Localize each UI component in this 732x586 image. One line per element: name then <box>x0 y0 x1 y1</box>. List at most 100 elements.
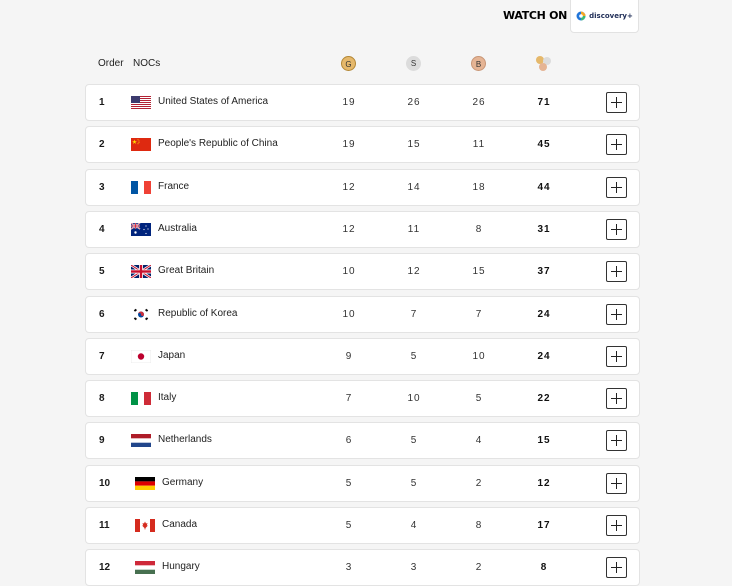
total-count: 24 <box>537 351 551 362</box>
total-count: 22 <box>537 393 551 404</box>
gold-count: 5 <box>345 478 353 489</box>
noc-name[interactable]: Italy <box>158 392 177 403</box>
gold-count: 6 <box>345 435 353 446</box>
discovery-plus-button[interactable]: discovery+ <box>570 0 639 33</box>
bronze-count: 7 <box>475 309 483 320</box>
table-row[interactable]: 9 Netherlands 6 5 4 15 <box>85 422 640 459</box>
table-row[interactable]: 10 Germany 5 5 2 12 <box>85 465 640 502</box>
great-britain-flag-icon <box>130 263 152 280</box>
rank-cell: 2 <box>99 139 105 150</box>
total-count: 17 <box>537 520 551 531</box>
expand-row-button[interactable] <box>606 177 627 198</box>
table-row[interactable]: 3 France 12 14 18 44 <box>85 169 640 206</box>
bronze-count: 18 <box>472 182 486 193</box>
table-row[interactable]: 11 Canada 5 4 8 17 <box>85 507 640 544</box>
silver-count: 11 <box>407 224 421 235</box>
nocs-column-header[interactable]: NOCs <box>133 58 161 69</box>
france-flag-icon <box>131 181 151 194</box>
total-medals-icon[interactable] <box>536 56 554 72</box>
table-header: Order NOCs G S B <box>0 55 732 75</box>
rank-cell: 1 <box>99 97 105 108</box>
silver-count: 10 <box>407 393 421 404</box>
total-count: 24 <box>537 309 551 320</box>
gold-count: 5 <box>345 520 353 531</box>
expand-row-button[interactable] <box>606 388 627 409</box>
bronze-count: 26 <box>472 97 486 108</box>
italy-flag-icon <box>131 392 151 405</box>
expand-row-button[interactable] <box>606 515 627 536</box>
table-row[interactable]: 2 People's Republic of China 19 15 11 45 <box>85 126 640 163</box>
rank-cell: 7 <box>99 351 105 362</box>
order-column-header[interactable]: Order <box>98 58 124 69</box>
silver-count: 26 <box>407 97 421 108</box>
table-row[interactable]: 12 Hungary 3 3 2 8 <box>85 549 640 586</box>
gold-medal-icon[interactable]: G <box>341 56 356 71</box>
expand-row-button[interactable] <box>606 92 627 113</box>
table-row[interactable]: 7 Japan 9 5 10 24 <box>85 338 640 375</box>
bronze-count: 2 <box>475 478 483 489</box>
expand-row-button[interactable] <box>606 134 627 155</box>
noc-name[interactable]: France <box>158 181 190 192</box>
table-row[interactable]: 6 Republic of Korea 10 7 7 24 <box>85 296 640 333</box>
expand-row-button[interactable] <box>606 261 627 282</box>
korea-flag-icon <box>131 308 151 321</box>
expand-row-button[interactable] <box>606 473 627 494</box>
table-row[interactable]: 8 Italy 7 10 5 22 <box>85 380 640 417</box>
rank-cell: 6 <box>99 309 105 320</box>
silver-count: 5 <box>410 435 418 446</box>
noc-name[interactable]: Netherlands <box>158 434 212 445</box>
noc-name[interactable]: People's Republic of China <box>158 138 278 149</box>
gold-count: 12 <box>342 182 356 193</box>
bronze-count: 8 <box>475 520 483 531</box>
silver-count: 15 <box>407 139 421 150</box>
noc-name[interactable]: Australia <box>158 223 197 234</box>
expand-row-button[interactable] <box>606 219 627 240</box>
total-count: 15 <box>537 435 551 446</box>
total-count: 31 <box>537 224 551 235</box>
discovery-label: discovery+ <box>589 11 633 20</box>
bronze-medal-icon[interactable]: B <box>471 56 486 71</box>
noc-name[interactable]: Great Britain <box>158 265 215 276</box>
usa-flag-icon <box>131 96 151 109</box>
rank-cell: 9 <box>99 435 105 446</box>
japan-flag-icon <box>130 349 152 364</box>
canada-flag-icon <box>135 519 155 532</box>
table-row[interactable]: 1 United States of America 19 26 26 71 <box>85 84 640 121</box>
china-flag-icon <box>131 138 151 151</box>
gold-count: 7 <box>345 393 353 404</box>
rank-cell: 3 <box>99 182 105 193</box>
rank-cell: 5 <box>99 266 105 277</box>
expand-row-button[interactable] <box>606 557 627 578</box>
rank-cell: 4 <box>99 224 105 235</box>
bronze-count: 2 <box>475 562 483 573</box>
noc-name[interactable]: Canada <box>162 519 198 530</box>
noc-name[interactable]: Japan <box>158 350 186 361</box>
total-count: 45 <box>537 139 551 150</box>
total-count: 71 <box>537 97 551 108</box>
bronze-count: 11 <box>472 139 486 150</box>
gold-count: 12 <box>342 224 356 235</box>
noc-name[interactable]: Germany <box>162 477 204 488</box>
gold-count: 10 <box>342 266 356 277</box>
top-bar: WATCH ON discovery+ <box>0 0 732 34</box>
rank-cell: 11 <box>99 520 110 531</box>
table-row[interactable]: 4 Australia 12 11 8 31 <box>85 211 640 248</box>
expand-row-button[interactable] <box>606 304 627 325</box>
silver-medal-icon[interactable]: S <box>406 56 421 71</box>
noc-name[interactable]: Hungary <box>162 561 200 572</box>
watch-on-label: WATCH ON <box>503 9 568 22</box>
bronze-count: 8 <box>475 224 483 235</box>
bronze-count: 10 <box>472 351 486 362</box>
noc-name[interactable]: Republic of Korea <box>158 308 238 319</box>
silver-count: 14 <box>407 182 421 193</box>
gold-count: 19 <box>342 139 356 150</box>
expand-row-button[interactable] <box>606 430 627 451</box>
gold-count: 3 <box>345 562 353 573</box>
silver-count: 12 <box>407 266 421 277</box>
discovery-logo-icon <box>576 11 586 20</box>
table-row[interactable]: 5 Great Britain 10 12 15 37 <box>85 253 640 290</box>
noc-name[interactable]: United States of America <box>158 96 269 107</box>
gold-count: 19 <box>342 97 356 108</box>
silver-count: 3 <box>410 562 418 573</box>
expand-row-button[interactable] <box>606 346 627 367</box>
